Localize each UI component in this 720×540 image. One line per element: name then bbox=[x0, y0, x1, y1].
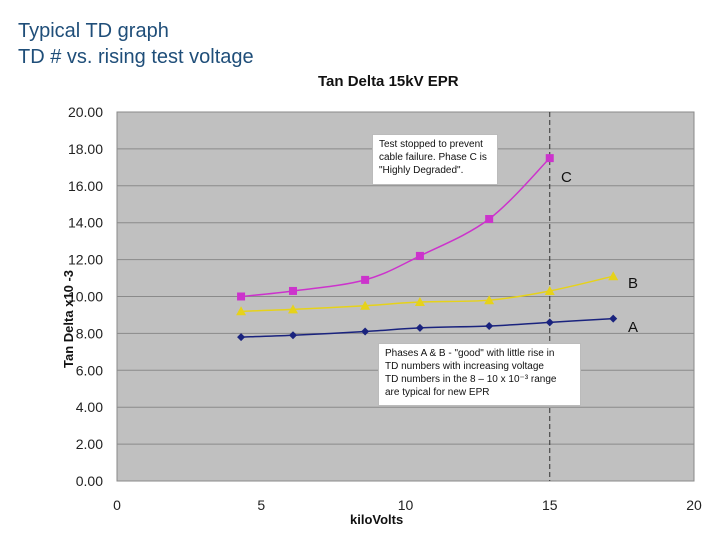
slide-title-line-2: TD # vs. rising test voltage bbox=[18, 46, 254, 68]
data-point-a bbox=[361, 327, 370, 336]
data-point-a bbox=[415, 323, 424, 332]
data-point-c bbox=[545, 154, 554, 163]
y-tick-label: 12.00 bbox=[68, 252, 103, 268]
annotation-test-stopped: Test stopped to prevent cable failure. P… bbox=[372, 134, 498, 185]
data-point-a bbox=[237, 333, 246, 342]
annotation-line: Test stopped to prevent bbox=[379, 139, 483, 150]
y-tick-label: 8.00 bbox=[76, 325, 103, 341]
y-tick-label: 16.00 bbox=[68, 178, 103, 194]
data-point-b bbox=[360, 300, 371, 310]
data-point-a bbox=[545, 318, 554, 327]
x-tick-label: 20 bbox=[686, 497, 702, 513]
data-point-b bbox=[484, 295, 495, 305]
data-point-b bbox=[287, 304, 298, 314]
slide-title: Typical TD graph TD # vs. rising test vo… bbox=[18, 18, 254, 70]
data-point-b bbox=[414, 297, 425, 307]
y-axis-label: Tan Delta x10 -3 bbox=[61, 270, 76, 368]
annotation-line: are typical for new EPR bbox=[385, 387, 490, 398]
y-tick-label: 4.00 bbox=[76, 399, 103, 415]
y-tick-label: 18.00 bbox=[68, 141, 103, 157]
series-b bbox=[236, 271, 619, 316]
data-point-c bbox=[237, 292, 246, 301]
y-tick-label: 6.00 bbox=[76, 362, 103, 378]
x-tick-label: 10 bbox=[398, 497, 414, 513]
y-tick-label: 0.00 bbox=[76, 473, 103, 489]
data-point-b bbox=[544, 285, 555, 295]
series-a bbox=[237, 314, 618, 342]
y-tick-label: 14.00 bbox=[68, 215, 103, 231]
data-point-c bbox=[288, 286, 297, 295]
y-tick-label: 10.00 bbox=[68, 289, 103, 305]
x-tick-label: 15 bbox=[542, 497, 558, 513]
chart-title: Tan Delta 15kV EPR bbox=[318, 73, 459, 90]
annotation-line: Phases A & B - "good" with little rise i… bbox=[385, 348, 555, 359]
data-point-b bbox=[236, 306, 247, 316]
x-tick-labels: 0 5 10 15 20 bbox=[113, 497, 702, 513]
data-point-a bbox=[288, 331, 297, 340]
y-tick-label: 2.00 bbox=[76, 436, 103, 452]
x-tick-label: 0 bbox=[113, 497, 121, 513]
data-point-a bbox=[609, 314, 618, 323]
annotation-line: TD numbers in the 8 – 10 x 10⁻³ range bbox=[385, 374, 557, 385]
data-point-c bbox=[361, 275, 370, 284]
series-c bbox=[237, 154, 554, 301]
series-tag-c: C bbox=[561, 169, 572, 186]
series-tag-a: A bbox=[628, 319, 639, 336]
series-tag-b: B bbox=[628, 275, 639, 292]
series-layer bbox=[236, 154, 619, 342]
y-tick-labels: 0.00 2.00 4.00 6.00 8.00 10.00 12.00 14.00 16.00… bbox=[68, 104, 103, 489]
data-point-b bbox=[608, 271, 619, 281]
x-axis-label: kiloVolts bbox=[350, 512, 403, 527]
data-point-c bbox=[485, 215, 494, 224]
annotation-phases-good: Phases A & B - "good" with little rise i… bbox=[378, 343, 581, 406]
data-point-c bbox=[415, 251, 424, 260]
annotation-line: TD numbers with increasing voltage bbox=[385, 361, 544, 372]
y-tick-label: 20.00 bbox=[68, 104, 103, 120]
annotation-line: cable failure. Phase C is bbox=[379, 152, 487, 163]
annotation-line: "Highly Degraded". bbox=[379, 165, 464, 176]
data-point-a bbox=[485, 322, 494, 331]
slide-title-line-1: Typical TD graph bbox=[18, 20, 169, 42]
x-tick-label: 5 bbox=[257, 497, 265, 513]
